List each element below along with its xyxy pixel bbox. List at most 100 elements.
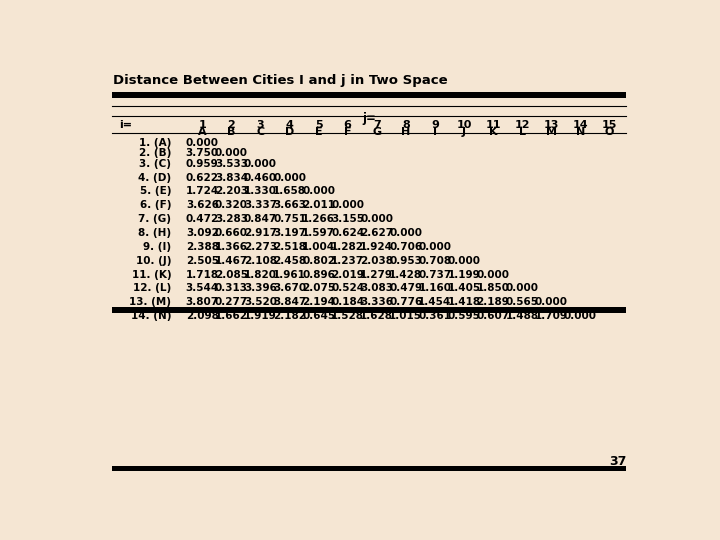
Text: 2.388: 2.388	[186, 242, 219, 252]
Text: 1.961: 1.961	[273, 269, 306, 280]
Text: 2.518: 2.518	[273, 242, 306, 252]
Text: 1.528: 1.528	[331, 311, 364, 321]
Text: O: O	[605, 127, 614, 137]
Text: 0.000: 0.000	[244, 159, 277, 168]
Text: 3.834: 3.834	[215, 173, 248, 183]
Text: 4. (D): 4. (D)	[138, 173, 171, 183]
Text: 0.565: 0.565	[505, 298, 539, 307]
Text: 0.000: 0.000	[302, 186, 335, 197]
Text: 0.959: 0.959	[186, 159, 219, 168]
Text: 0.607: 0.607	[477, 311, 510, 321]
Text: 37: 37	[609, 455, 626, 468]
Text: 1.658: 1.658	[273, 186, 306, 197]
Text: 1.330: 1.330	[244, 186, 277, 197]
Text: 1.467: 1.467	[215, 256, 248, 266]
Text: 11. (K): 11. (K)	[132, 269, 171, 280]
Text: 0.000: 0.000	[418, 242, 451, 252]
Text: 0.000: 0.000	[186, 138, 219, 148]
Text: M: M	[546, 127, 557, 137]
Text: 1.724: 1.724	[186, 186, 219, 197]
Text: 7: 7	[373, 120, 381, 130]
Text: 14. (N): 14. (N)	[131, 311, 171, 321]
Text: 3.337: 3.337	[244, 200, 277, 210]
Text: Distance Between Cities I and j in Two Space: Distance Between Cities I and j in Two S…	[113, 74, 448, 87]
Text: 3.520: 3.520	[244, 298, 277, 307]
Text: C: C	[256, 127, 264, 137]
Text: 0.802: 0.802	[302, 256, 335, 266]
Text: 1.015: 1.015	[390, 311, 423, 321]
Text: 2.627: 2.627	[360, 228, 393, 238]
Text: 10. (J): 10. (J)	[136, 256, 171, 266]
Text: 2. (B): 2. (B)	[139, 148, 171, 158]
Text: 3.670: 3.670	[273, 284, 306, 293]
Text: 0.000: 0.000	[360, 214, 393, 224]
Text: 0.000: 0.000	[447, 256, 480, 266]
Text: 0.953: 0.953	[390, 256, 422, 266]
Text: 1.160: 1.160	[418, 284, 451, 293]
Text: 0.000: 0.000	[390, 228, 423, 238]
Text: 0.737: 0.737	[418, 269, 451, 280]
Text: 6: 6	[343, 120, 351, 130]
Text: 2.505: 2.505	[186, 256, 219, 266]
Text: 0.896: 0.896	[302, 269, 335, 280]
Text: 1.004: 1.004	[302, 242, 336, 252]
Text: 2.038: 2.038	[360, 256, 393, 266]
Text: 8: 8	[402, 120, 410, 130]
Text: 2.019: 2.019	[331, 269, 364, 280]
Text: 0.706: 0.706	[390, 242, 423, 252]
Text: 0.184: 0.184	[331, 298, 364, 307]
Text: 1.924: 1.924	[360, 242, 393, 252]
Text: 0.000: 0.000	[505, 284, 539, 293]
Bar	[112, 466, 626, 471]
Text: 1.820: 1.820	[244, 269, 277, 280]
Text: 7. (G): 7. (G)	[138, 214, 171, 224]
Text: 0.624: 0.624	[331, 228, 364, 238]
Text: 0.000: 0.000	[477, 269, 510, 280]
Text: 2.011: 2.011	[302, 200, 335, 210]
Text: 0.472: 0.472	[186, 214, 219, 224]
Text: 0.708: 0.708	[418, 256, 451, 266]
Text: 11: 11	[485, 120, 500, 130]
Text: 1.282: 1.282	[331, 242, 364, 252]
Text: 0.479: 0.479	[390, 284, 423, 293]
Text: 1. (A): 1. (A)	[139, 138, 171, 148]
Text: 0.524: 0.524	[331, 284, 364, 293]
Text: 2.194: 2.194	[302, 298, 335, 307]
Text: K: K	[489, 127, 498, 137]
Text: 1.279: 1.279	[360, 269, 393, 280]
Text: 1.199: 1.199	[448, 269, 480, 280]
Text: 0.847: 0.847	[244, 214, 277, 224]
Text: 3.663: 3.663	[273, 200, 306, 210]
Text: 0.000: 0.000	[535, 298, 567, 307]
Text: 0.751: 0.751	[273, 214, 306, 224]
Text: 3.155: 3.155	[331, 214, 364, 224]
Bar	[112, 307, 626, 313]
Text: 3.544: 3.544	[186, 284, 219, 293]
Text: 1.428: 1.428	[390, 269, 423, 280]
Text: 3.336: 3.336	[360, 298, 393, 307]
Text: 9. (I): 9. (I)	[143, 242, 171, 252]
Text: 3.092: 3.092	[186, 228, 219, 238]
Text: I: I	[433, 127, 437, 137]
Text: 0.595: 0.595	[448, 311, 480, 321]
Text: 1.454: 1.454	[418, 298, 451, 307]
Text: 5: 5	[315, 120, 323, 130]
Text: 5. (E): 5. (E)	[140, 186, 171, 197]
Text: 9: 9	[431, 120, 438, 130]
Text: 3.807: 3.807	[186, 298, 219, 307]
Text: 6. (F): 6. (F)	[140, 200, 171, 210]
Text: 1.709: 1.709	[535, 311, 567, 321]
Text: 2.182: 2.182	[273, 311, 306, 321]
Text: 0.361: 0.361	[418, 311, 451, 321]
Text: 1.662: 1.662	[215, 311, 248, 321]
Text: 2.189: 2.189	[477, 298, 510, 307]
Text: 3.847: 3.847	[273, 298, 306, 307]
Text: A: A	[198, 127, 207, 137]
Text: 2.085: 2.085	[215, 269, 248, 280]
Text: 1.919: 1.919	[244, 311, 277, 321]
Text: 0.000: 0.000	[331, 200, 364, 210]
Text: G: G	[372, 127, 382, 137]
Text: 1.488: 1.488	[505, 311, 539, 321]
Text: 14: 14	[572, 120, 588, 130]
Text: 8. (H): 8. (H)	[138, 228, 171, 238]
